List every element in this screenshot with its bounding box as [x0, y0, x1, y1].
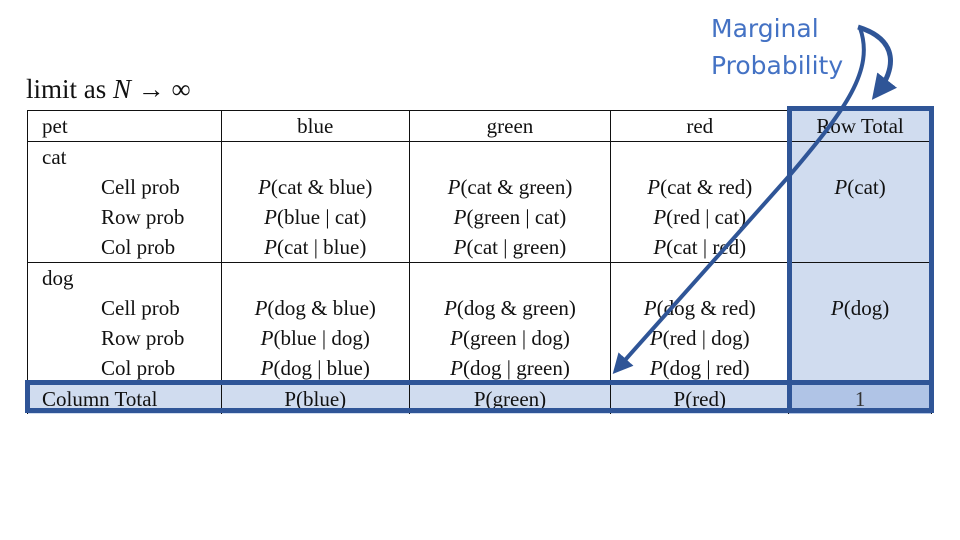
column-total-label: Column Total — [27, 383, 222, 414]
probability-symbol: P — [450, 326, 463, 350]
group-label-dog: dog — [27, 262, 222, 293]
title-suffix: → ∞ — [131, 74, 191, 104]
column-total-row: Column Total P(blue) P(green) P(red) 1 — [27, 383, 932, 414]
arrow-to-row-total — [857, 24, 898, 100]
header-red: red — [610, 110, 790, 142]
table-row: Col prob P(cat | blue) P(cat | green) P(… — [27, 232, 932, 263]
header-green: green — [408, 110, 612, 142]
probability-symbol: P — [830, 296, 844, 320]
probability-symbol: P — [264, 205, 277, 229]
cell: P(dog | blue) — [220, 353, 410, 384]
table-row: Cell prob P(cat & blue) P(cat & green) P… — [27, 172, 932, 202]
row-label: Cell prob — [27, 293, 222, 323]
probability-symbol: P — [450, 356, 463, 380]
marginal-probability-annotation: Marginal Probability — [711, 10, 843, 84]
table-row: Row prob P(blue | dog) P(green | dog) P(… — [27, 323, 932, 353]
probability-symbol: P — [649, 326, 663, 350]
probability-symbol: P — [258, 175, 271, 199]
cell: P(red | cat) — [610, 202, 790, 232]
probability-symbol: P — [254, 296, 268, 320]
row-total-dog: P(dog) — [788, 293, 932, 323]
cell: P(cat | blue) — [220, 232, 410, 263]
column-total-blue: P(blue) — [220, 383, 410, 414]
cell: P(green | dog) — [408, 323, 612, 353]
cell: P(dog & red) — [610, 293, 790, 323]
cell: P(cat | red) — [610, 232, 790, 263]
grand-total: 1 — [788, 383, 932, 414]
probability-symbol: P — [834, 175, 848, 199]
row-label: Cell prob — [27, 172, 222, 202]
title-prefix: limit as — [26, 74, 113, 104]
group-label-row: dog — [27, 262, 932, 293]
table-row: Cell prob P(dog & blue) P(dog & green) P… — [27, 293, 932, 323]
group-label-cat: cat — [27, 141, 222, 172]
column-total-red: P(red) — [610, 383, 790, 414]
probability-symbol: P — [453, 205, 467, 229]
cell: P(dog | green) — [408, 353, 612, 384]
row-total-cat: P(cat) — [788, 172, 932, 202]
cell: P(cat & green) — [408, 172, 612, 202]
cell: P(green | cat) — [408, 202, 612, 232]
cell: P(dog & green) — [408, 293, 612, 323]
header-blue: blue — [220, 110, 410, 142]
probability-symbol: P — [260, 356, 274, 380]
annotation-line1: Marginal — [711, 14, 819, 43]
probability-symbol: P — [447, 175, 461, 199]
probability-symbol: P — [453, 235, 467, 259]
probability-symbol: P — [653, 235, 667, 259]
row-label: Col prob — [27, 353, 222, 384]
group-label-row: cat — [27, 141, 932, 172]
cell: P(blue | cat) — [220, 202, 410, 232]
annotation-line2: Probability — [711, 51, 844, 80]
slide-title: limit as N → ∞ — [26, 74, 191, 105]
table-row: Row prob P(blue | cat) P(green | cat) P(… — [27, 202, 932, 232]
cell: P(dog | red) — [610, 353, 790, 384]
column-total-green: P(green) — [408, 383, 612, 414]
probability-symbol: P — [264, 235, 277, 259]
cell: P(red | dog) — [610, 323, 790, 353]
title-variable: N — [113, 74, 132, 104]
probability-symbol: P — [647, 175, 661, 199]
row-label: Row prob — [27, 323, 222, 353]
cell: P(cat | green) — [408, 232, 612, 263]
header-row-total: Row Total — [788, 110, 932, 142]
row-label: Col prob — [27, 232, 222, 263]
probability-symbol: P — [653, 205, 667, 229]
table-row: Col prob P(dog | blue) P(dog | green) P(… — [27, 353, 932, 384]
cell: P(dog & blue) — [220, 293, 410, 323]
header-pet: pet — [27, 110, 222, 142]
cell: P(cat & red) — [610, 172, 790, 202]
row-label: Row prob — [27, 202, 222, 232]
probability-symbol: P — [444, 296, 457, 320]
header-row: pet blue green red Row Total — [27, 110, 932, 142]
probability-symbol: P — [649, 356, 663, 380]
cell: P(cat & blue) — [220, 172, 410, 202]
cell: P(blue | dog) — [220, 323, 410, 353]
probability-symbol: P — [643, 296, 657, 320]
probability-table: pet blue green red Row Total cat Cell pr… — [27, 110, 932, 414]
probability-symbol: P — [260, 326, 274, 350]
